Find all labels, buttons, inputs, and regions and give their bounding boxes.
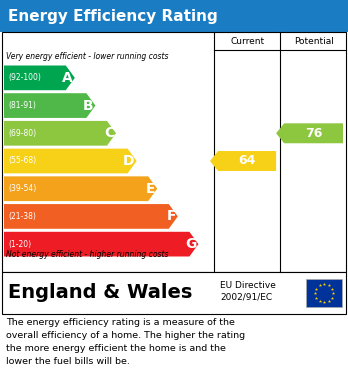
Bar [2, 272, 346, 314]
Text: Energy Efficiency Rating: Energy Efficiency Rating [8, 9, 218, 23]
Text: 76: 76 [305, 127, 322, 140]
Polygon shape [276, 123, 343, 143]
Text: (69-80): (69-80) [8, 129, 36, 138]
Text: E: E [146, 182, 155, 196]
Text: (21-38): (21-38) [8, 212, 36, 221]
Text: (81-91): (81-91) [8, 101, 36, 110]
Text: A: A [62, 71, 73, 85]
Text: EU Directive
2002/91/EC: EU Directive 2002/91/EC [220, 281, 276, 301]
Polygon shape [4, 121, 116, 145]
Text: (39-54): (39-54) [8, 184, 36, 193]
Text: B: B [83, 99, 93, 113]
Text: G: G [185, 237, 196, 251]
Text: (1-20): (1-20) [8, 240, 31, 249]
Text: (92-100): (92-100) [8, 74, 41, 83]
Text: 64: 64 [238, 154, 256, 167]
Text: D: D [123, 154, 135, 168]
Text: Potential: Potential [294, 36, 334, 45]
Bar [0, 0, 348, 32]
Text: The energy efficiency rating is a measure of the
overall efficiency of a home. T: The energy efficiency rating is a measur… [6, 318, 245, 366]
Polygon shape [4, 66, 75, 90]
Text: Very energy efficient - lower running costs: Very energy efficient - lower running co… [6, 52, 168, 61]
Text: Current: Current [230, 36, 264, 45]
Polygon shape [210, 151, 276, 171]
Text: England & Wales: England & Wales [8, 283, 192, 303]
Text: Not energy efficient - higher running costs: Not energy efficient - higher running co… [6, 250, 168, 259]
Polygon shape [4, 204, 178, 229]
Polygon shape [4, 176, 157, 201]
Polygon shape [4, 232, 198, 256]
Text: C: C [104, 126, 114, 140]
Bar [306, 279, 342, 307]
Text: F: F [166, 210, 176, 223]
Polygon shape [4, 93, 95, 118]
Bar [2, 32, 346, 272]
Text: (55-68): (55-68) [8, 156, 36, 165]
Polygon shape [4, 149, 137, 173]
